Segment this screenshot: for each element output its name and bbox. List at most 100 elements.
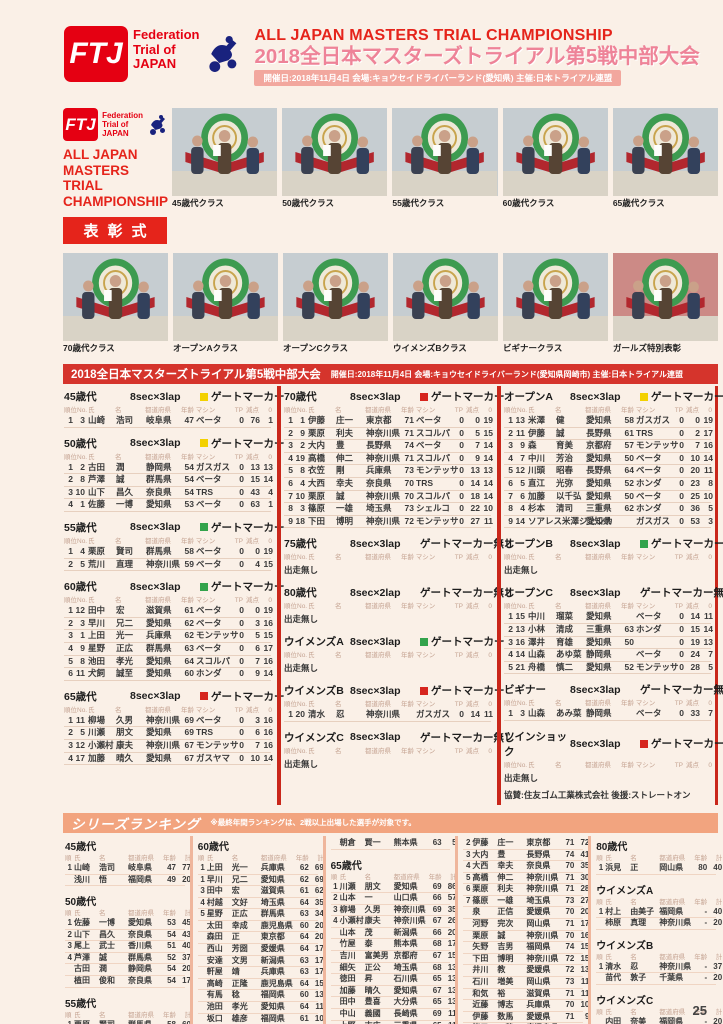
ranking-cell: 16 (580, 930, 590, 940)
results-header-cell: 都道府県 (365, 701, 391, 709)
result-cell: 正広 (116, 642, 134, 653)
result-cell: ホンダ (636, 503, 662, 514)
result-cell: 0 (679, 611, 684, 622)
result-cell: TRS (196, 727, 213, 738)
ranking-cell: - (704, 906, 708, 916)
ranking-cell: 茂 (364, 927, 373, 937)
ranking-cell: 60 (299, 920, 309, 930)
ranking-cell: 福岡県 (659, 906, 684, 916)
result-cell: 0 (459, 490, 464, 501)
result-cell: 5 (708, 503, 713, 514)
result-cell: 神奈川県 (366, 452, 401, 463)
ranking-cell (198, 1014, 207, 1024)
result-cell: 0 (239, 558, 244, 569)
results-column-header: 順位No. 氏 名 都道府県 年齢 マシン TP 減点 0 (284, 651, 492, 660)
results-header-cell: 0 (488, 652, 492, 660)
result-row: 3 1 上田 光一 兵庫県 62 モンテッサ 0 5 15 (64, 630, 273, 643)
podium-photo (393, 253, 498, 341)
ranking-cell: 6 (465, 884, 471, 894)
result-cell: 愛知県 (146, 727, 172, 738)
result-cell: 0 (459, 477, 464, 488)
result-cell: TRS (416, 477, 433, 488)
result-cell: 幸夫 (336, 477, 354, 488)
result-cell: 5 (508, 661, 513, 672)
result-cell: 3 (288, 440, 293, 451)
ranking-header-cell: 計 (715, 1008, 723, 1016)
result-cell: 0 (255, 605, 260, 616)
result-cell: 4 (80, 545, 85, 556)
ranking-cell: 68 (432, 939, 442, 949)
results-header-cell: 都道府県 (145, 407, 171, 414)
no-entry-label: 出走無し (504, 772, 539, 783)
ranking-column-header: 順氏 名 都道府県 年齢計 (596, 898, 722, 907)
ranking-header-cell: 名 (99, 854, 106, 862)
result-cell: 瑠菜 (556, 611, 574, 622)
result-cell: 昌久 (116, 486, 134, 497)
result-cell: 愛知県 (146, 499, 172, 510)
results-header-cell: 氏 (528, 603, 535, 611)
result-cell: 0 (239, 605, 244, 616)
results-header-cell (635, 406, 673, 415)
result-cell: 高橋 (308, 452, 326, 463)
ranking-column: 60歳代順氏名都道府県 年齢計 1 上田 光一 兵庫県 62 69 1 早川 兄二 愛知県 62 69 3 田… (196, 836, 324, 1024)
result-cell: 7 (508, 490, 513, 501)
result-cell: 杉本 (528, 503, 546, 514)
ranking-cell: 朋文 (364, 881, 381, 891)
result-cell: 14 (483, 452, 493, 463)
ranking-cell: 京都府 (393, 951, 418, 961)
ranking-header-cell: 年齢 (428, 873, 442, 881)
results-header-cell (635, 699, 673, 708)
results-header-cell: 都道府県 (145, 706, 171, 714)
ranking-cell: 河野 (472, 919, 489, 929)
results-header-cell: TP (234, 453, 243, 461)
ranking-cell: 61 (299, 1013, 309, 1023)
result-cell: 53 (690, 515, 700, 526)
result-row: 1 13 米澤健愛知県 58 ガスガス 0 0 19 (504, 415, 713, 428)
results-title: 2018全日本マスターズトライアル第5戦中部大会 (71, 369, 321, 381)
ranking-column-divider (588, 835, 592, 1024)
award-photo-cell: ウイメンズBクラス (393, 253, 498, 354)
ranking-cell: 文男 (231, 955, 248, 965)
result-cell: 71 (404, 427, 414, 438)
results-header-cell: 都道府県 (145, 537, 171, 545)
ranking-cell: 65 (428, 1021, 442, 1024)
result-cell: 47 (184, 415, 194, 425)
class-name: 45歳代 (64, 391, 97, 403)
result-cell: モンテッサ (196, 630, 239, 641)
ranking-header-cell: 計 (317, 854, 324, 862)
ranking-note: ※最終年間ランキングは、2戦以上出場した選手が対象です。 (210, 818, 416, 828)
result-cell: 3 (68, 630, 73, 641)
result-cell: 13 (515, 623, 525, 634)
result-cell: 清水 (308, 709, 326, 720)
ranking-cell: 東京都 (260, 932, 285, 942)
result-cell: 清成 (556, 623, 574, 634)
results-header-cell: 順位No. (64, 537, 88, 545)
ranking-cell: 植田 (74, 976, 90, 986)
ranking-cell: 66 (432, 927, 442, 937)
ranking-cell: 4 (67, 952, 72, 962)
ranking-cell: 星野 (206, 909, 223, 919)
results-header-cell: 名 (555, 603, 562, 611)
result-cell: ホンダ (636, 477, 662, 488)
ranking-cell (596, 973, 605, 984)
result-cell (402, 709, 416, 721)
award-photo-cell: オープンCクラス (283, 253, 388, 354)
ranking-class-section: 55歳代順氏名都道府県年齢計1栗原賢司群馬県58602荒川直理神奈川県5949西… (65, 995, 191, 1024)
result-cell: 9 (475, 452, 480, 463)
result-cell: 山崎 (88, 415, 106, 425)
ftj-logo-line: Federation (133, 27, 200, 42)
results-header-cell: 0 (268, 407, 272, 414)
result-cell: 3 (80, 415, 85, 425)
ranking-row: 1 佐藤 一博 愛知県 53 45 (65, 918, 191, 930)
ranking-header-cell: 都道府県 (128, 854, 154, 862)
ranking-cell: 石川 (472, 977, 489, 987)
result-cell: 73 (404, 503, 414, 514)
result-cell: 6 (288, 477, 293, 488)
result-cell: 3 (255, 714, 260, 725)
ranking-cell: 愛媛県 (526, 965, 551, 975)
result-row: 5 8 池田 孝光 愛知県 64 スコルパ 0 7 16 (64, 656, 273, 669)
ranking-cell: 一 (364, 893, 373, 903)
ranking-cell: 柿原 (605, 918, 622, 928)
award-photo-cell: 45歳代クラス (172, 108, 278, 244)
podium-photo (613, 253, 718, 341)
